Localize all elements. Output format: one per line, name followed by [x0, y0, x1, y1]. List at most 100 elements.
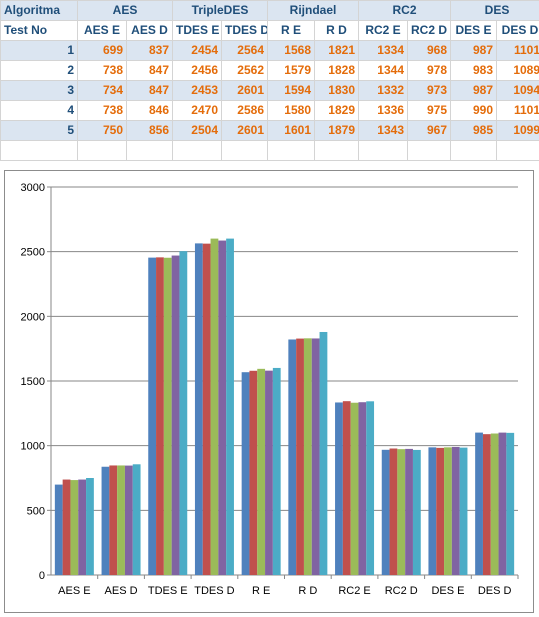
table-row: 5 750 856 2504 2601 1601 1879 1343 967 985 1099: [0, 120, 539, 141]
bar: [335, 402, 343, 575]
bar: [459, 447, 468, 575]
value-cell: 2586: [221, 100, 268, 121]
empty-cell: [267, 140, 315, 161]
table-row: 2 738 847 2456 2562 1579 1828 1344 978 983 1089: [0, 60, 539, 81]
bar: [366, 401, 375, 575]
value-cell: 1336: [358, 100, 408, 121]
bar: [288, 339, 297, 575]
bar: [257, 368, 266, 575]
bar: [428, 447, 437, 575]
bar: [249, 370, 258, 575]
value-cell: 2601: [221, 120, 268, 141]
bar: [70, 480, 79, 575]
value-cell: 2456: [172, 60, 222, 81]
bar: [296, 338, 304, 575]
value-cell: 738: [77, 100, 127, 121]
value-cell: 2504: [172, 120, 222, 141]
value-cell: 1601: [267, 120, 315, 141]
value-cell: 846: [126, 100, 173, 121]
bar: [358, 402, 367, 575]
value-cell: 973: [406, 80, 452, 101]
bar: [241, 372, 250, 575]
bar: [148, 257, 157, 575]
bar: [381, 449, 390, 575]
group-header-cell: AES: [77, 0, 173, 21]
value-cell: 1089: [496, 60, 539, 81]
bar: [210, 238, 219, 575]
bar: [506, 432, 515, 575]
empty-cell: [358, 140, 408, 161]
x-tick-label: RC2 E: [338, 585, 370, 597]
empty-cell: [0, 140, 78, 161]
x-tick-label: TDES E: [148, 585, 188, 597]
bar: [350, 402, 359, 575]
bar: [109, 465, 118, 575]
column-header-cell: AES E: [77, 20, 127, 41]
x-tick-label: DES E: [431, 585, 464, 597]
bar: [444, 447, 452, 575]
value-cell: 1099: [496, 120, 539, 141]
bar: [265, 370, 273, 575]
bar: [202, 243, 211, 575]
empty-cell: [221, 140, 268, 161]
value-cell: 1830: [314, 80, 359, 101]
value-cell: 1094: [496, 80, 539, 101]
bar: [101, 466, 110, 575]
value-cell: 1343: [358, 120, 408, 141]
bar: [62, 479, 71, 575]
value-cell: 1334: [358, 40, 408, 61]
blank-row: [0, 140, 539, 161]
bar: [124, 465, 133, 575]
value-cell: 967: [406, 120, 452, 141]
value-cell: 985: [450, 120, 498, 141]
column-header-cell: DES E: [450, 20, 498, 41]
column-header-cell: RC2 E: [358, 20, 408, 41]
value-cell: 2562: [221, 60, 268, 81]
value-cell: 2564: [221, 40, 268, 61]
chart-area: 0 500 1000 1500 2000 2500 3000 AES E AES D TDES E…: [4, 170, 534, 613]
empty-cell: [314, 140, 359, 161]
test-number-cell: 1: [0, 40, 78, 61]
group-header-row: Algoritma AES TripleDES Rijndael RC2 DES: [0, 0, 539, 21]
bar: [490, 433, 499, 575]
x-tick-label: RC2 D: [385, 585, 418, 597]
value-cell: 987: [450, 80, 498, 101]
x-tick-label: AES E: [58, 585, 90, 597]
bar: [218, 240, 227, 575]
bar: [54, 484, 63, 575]
value-cell: 847: [126, 80, 173, 101]
value-cell: 2453: [172, 80, 222, 101]
data-table: Algoritma AES TripleDES Rijndael RC2 DES Test …: [0, 0, 539, 161]
value-cell: 2601: [221, 80, 268, 101]
value-cell: 738: [77, 60, 127, 81]
value-cell: 1821: [314, 40, 359, 61]
bar: [498, 432, 507, 575]
x-tick-label: R E: [252, 585, 270, 597]
y-tick-label: 2500: [21, 247, 45, 259]
bar: [303, 338, 312, 575]
x-tick-label: R D: [298, 585, 317, 597]
bar: [342, 401, 351, 575]
column-header-cell: TDES D: [221, 20, 268, 41]
value-cell: 1828: [314, 60, 359, 81]
test-header-label: Test No: [0, 20, 78, 41]
value-cell: 750: [77, 120, 127, 141]
x-tick-label: DES D: [478, 585, 512, 597]
bar: [451, 446, 460, 575]
empty-cell: [172, 140, 222, 161]
value-cell: 978: [406, 60, 452, 81]
bar: [405, 448, 413, 575]
x-tick-label: TDES D: [194, 585, 234, 597]
column-header-cell: AES D: [126, 20, 173, 41]
group-header-cell: TripleDES: [172, 0, 268, 21]
bar: [319, 331, 328, 575]
x-tick-label: AES D: [105, 585, 138, 597]
group-header-cell: Rijndael: [267, 0, 359, 21]
group-header-cell: RC2: [357, 0, 452, 21]
group-header-label: Algoritma: [0, 0, 78, 21]
y-tick-label: 3000: [21, 182, 45, 194]
bar: [482, 434, 491, 575]
value-cell: 1579: [267, 60, 315, 81]
bar: [226, 238, 234, 575]
bar: [194, 243, 203, 575]
